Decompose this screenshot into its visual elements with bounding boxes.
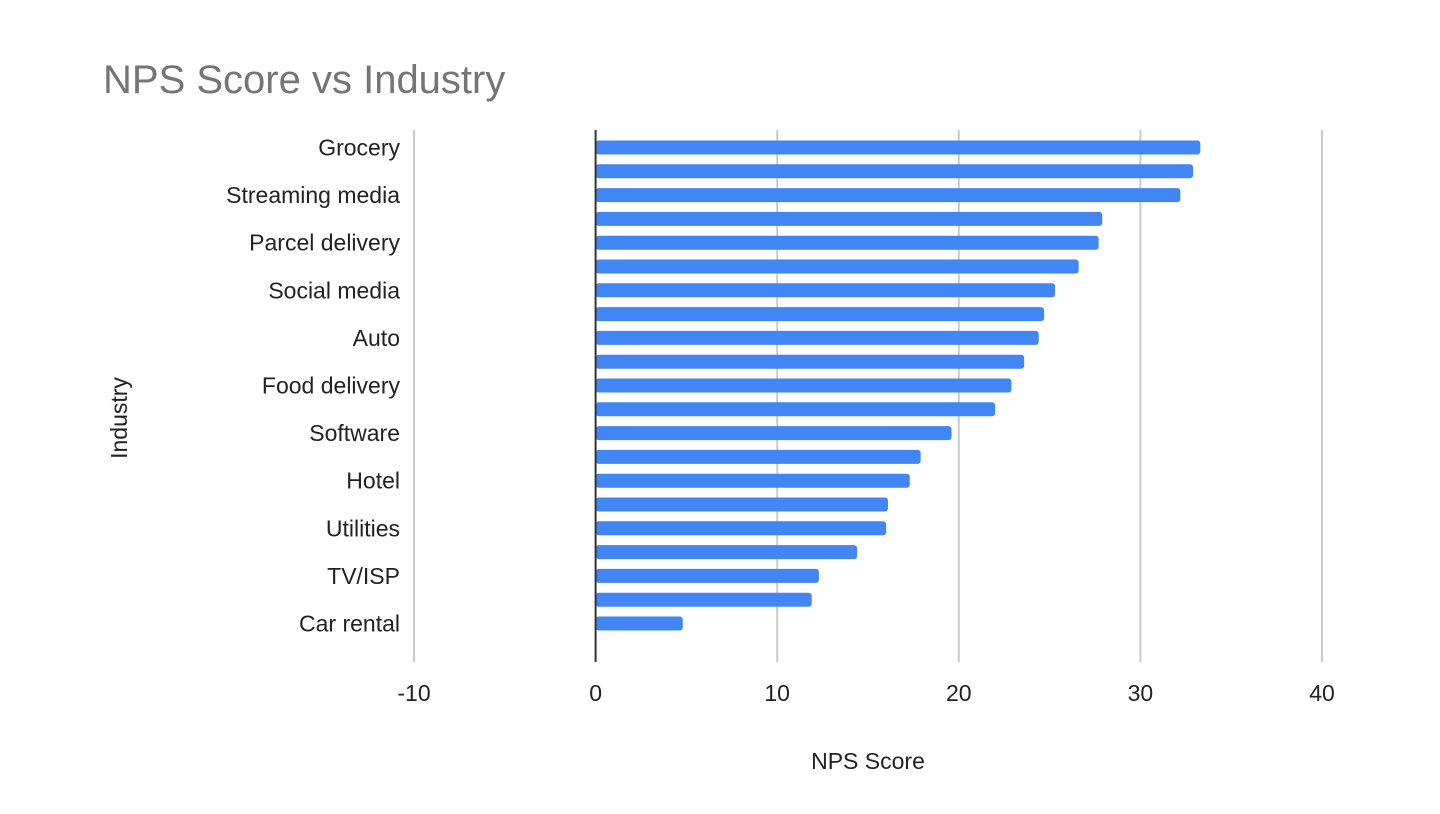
bar-12 (595, 402, 996, 417)
bar-streaming-media (595, 188, 1181, 203)
category-label-food-delivery: Food delivery (262, 373, 401, 399)
bar-14 (595, 449, 921, 464)
bars (595, 140, 1201, 631)
category-label-parcel-delivery: Parcel delivery (249, 230, 400, 256)
bar-hotel (595, 473, 910, 488)
category-label-hotel: Hotel (346, 468, 400, 494)
bar-auto (595, 330, 1039, 345)
category-labels: Grocery Streaming media Parcel delivery Soc… (226, 135, 400, 637)
bar-car-rental (595, 616, 683, 631)
category-label-streaming-media: Streaming media (226, 182, 400, 208)
gridlines (413, 130, 1323, 662)
category-label-auto: Auto (353, 325, 400, 351)
bar-social-media (595, 283, 1056, 298)
x-tick-label: 0 (589, 680, 602, 706)
bar-parcel-delivery (595, 235, 1099, 250)
bar-2 (595, 164, 1194, 179)
bar-food-delivery (595, 378, 1012, 393)
category-label-software: Software (309, 420, 400, 446)
x-tick-label: 30 (1128, 680, 1154, 706)
x-tick-label: 10 (764, 680, 790, 706)
bar-8 (595, 307, 1045, 322)
y-axis-title: Industry (106, 377, 132, 459)
bar-software (595, 426, 952, 441)
x-tick-label: -10 (397, 680, 430, 706)
chart-title: NPS Score vs Industry (103, 58, 505, 102)
category-label-tv-isp: TV/ISP (327, 563, 400, 589)
category-label-utilities: Utilities (326, 515, 400, 541)
bar-4 (595, 211, 1103, 226)
bar-20 (595, 592, 812, 607)
category-label-social-media: Social media (268, 277, 400, 303)
x-tick-label: 20 (946, 680, 972, 706)
bar-6 (595, 259, 1079, 274)
bar-tv-isp (595, 568, 819, 583)
bar-utilities (595, 521, 887, 536)
x-axis-title: NPS Score (811, 748, 925, 774)
category-label-car-rental: Car rental (299, 611, 400, 637)
bar-grocery (595, 140, 1201, 155)
x-tick-labels: -10 0 10 20 30 40 (397, 680, 1334, 706)
category-label-grocery: Grocery (318, 135, 400, 161)
bar-16 (595, 497, 888, 512)
bar-10 (595, 354, 1025, 369)
x-tick-label: 40 (1309, 680, 1335, 706)
bar-18 (595, 545, 858, 560)
